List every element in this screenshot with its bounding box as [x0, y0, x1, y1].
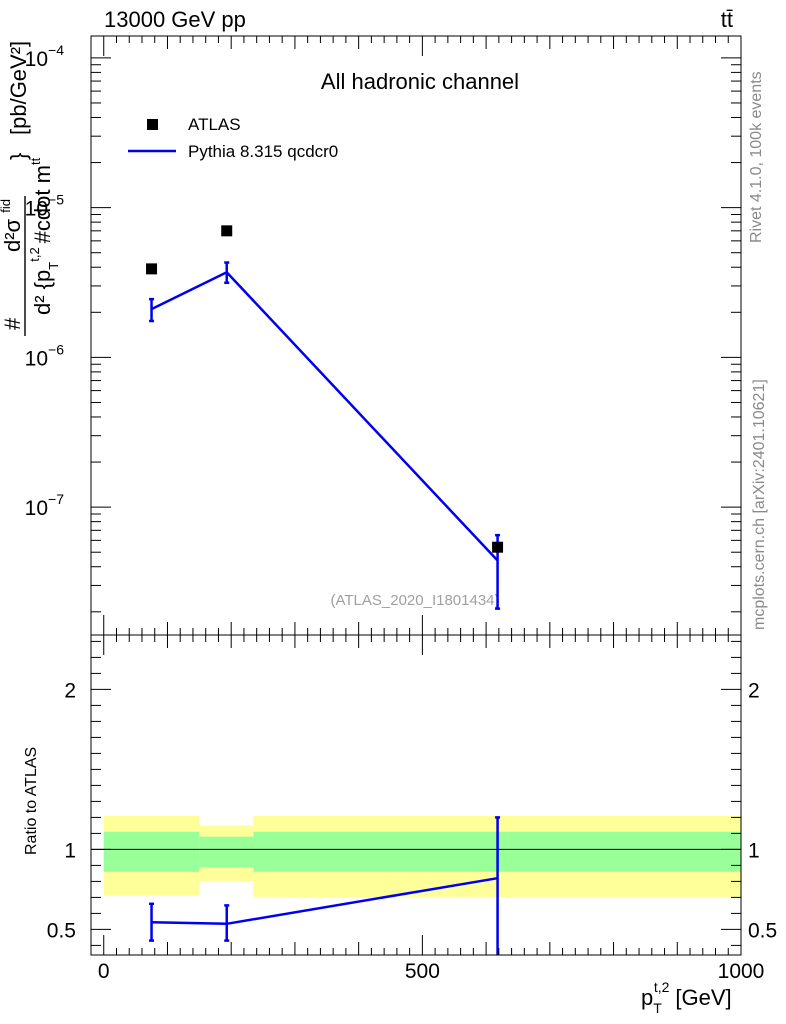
atlas-data-point: [146, 263, 158, 275]
atlas-data-point: [492, 541, 504, 553]
x-tick-label: 1000: [718, 960, 765, 983]
ylabel-bracket: }: [6, 153, 31, 160]
inner-uncertainty-band: [199, 836, 254, 867]
ylabel-denominator-main: d² {p: [30, 270, 55, 315]
ratio-line: [151, 876, 498, 926]
main-y-axis-label: # d²σ fid d² {pTt,2 #cdot mtt } [pb/GeV²]: [0, 41, 61, 336]
ratio-y-tick-label-left: 1: [64, 839, 76, 862]
main-panel: 10−710−610−510−4 All hadronic channel AT…: [0, 35, 742, 636]
ylabel-numerator-sup: fid: [0, 199, 13, 213]
ratio-y-tick-label-left: 0.5: [47, 919, 76, 942]
main-axis-ticks: 10−710−610−510−4: [25, 36, 742, 635]
ylabel-denominator-rest-sup: tt: [28, 157, 43, 165]
ylabel-numerator-main: d²σ: [0, 218, 25, 252]
y-tick-label: 10−6: [25, 341, 65, 370]
ylabel-denominator-rest: #cdot m: [30, 165, 55, 243]
process-label: tt̄: [721, 7, 733, 32]
ylabel-numerator: d²σ fid: [0, 199, 25, 252]
legend: ATLAS Pythia 8.315 qcdcr0: [128, 115, 338, 161]
inner-uncertainty-band: [103, 831, 200, 872]
x-tick-label: 0: [98, 960, 110, 983]
rivet-version-label: Rivet 4.1.0, 100k events: [748, 71, 765, 243]
ratio-data-marks: [149, 816, 501, 955]
atlas-data-point: [221, 225, 233, 237]
legend-atlas-label: ATLAS: [188, 115, 241, 134]
ratio-y-tick-label-right: 2: [748, 679, 760, 702]
y-tick-label-exp: −7: [48, 491, 64, 507]
legend-atlas-marker: [147, 119, 158, 130]
y-tick-label-exp: −5: [48, 192, 64, 208]
x-axis-label-p: p: [641, 985, 653, 1010]
ratio-uncertainty-bands: [91, 815, 741, 898]
ratio-panel: 0.5 0.5 1 1 2 2 0 500 1000 Ratio to ATLAS: [23, 634, 777, 983]
ylabel-hash: #: [0, 317, 25, 330]
ratio-y-tick-label-left: 2: [64, 679, 76, 702]
x-axis-label-unit: [GeV]: [675, 985, 731, 1010]
mc-prediction-line: [150, 270, 499, 562]
ratio-y-tick-label-right: 0.5: [748, 919, 777, 942]
ylabel-denominator-sup: t,2: [27, 247, 42, 261]
ratio-y-tick-label-right: 1: [748, 839, 760, 862]
x-tick-label: 500: [405, 960, 440, 983]
y-tick-label: 10−7: [25, 491, 65, 520]
ylabel-denominator: d² {pTt,2 #cdot mtt: [27, 157, 61, 315]
ratio-plot-frame: [90, 634, 742, 956]
main-data-marks: [146, 225, 504, 610]
y-tick-label-exp: −4: [48, 42, 64, 58]
y-tick-label-exp: −6: [48, 341, 64, 357]
energy-label: 13000 GeV pp: [104, 7, 246, 32]
ratio-axis-ticks: 0.5 0.5 1 1 2 2 0 500 1000: [47, 635, 777, 983]
source-label: mcplots.cern.ch [arXiv:2401.10621]: [751, 379, 768, 630]
analysis-watermark: (ATLAS_2020_I1801434): [330, 592, 499, 609]
x-axis-label: pTt,2 [GeV]: [641, 979, 732, 1016]
chart-title: All hadronic channel: [321, 69, 519, 94]
x-axis-label-sub: T: [653, 1000, 662, 1016]
ratio-y-axis-label: Ratio to ATLAS: [23, 747, 40, 855]
x-axis-label-sup: t,2: [654, 979, 670, 995]
ylabel-units: [pb/GeV²]: [6, 41, 31, 135]
legend-pythia-label: Pythia 8.315 qcdcr0: [188, 142, 338, 161]
ylabel-denominator-sub: T: [46, 262, 61, 270]
